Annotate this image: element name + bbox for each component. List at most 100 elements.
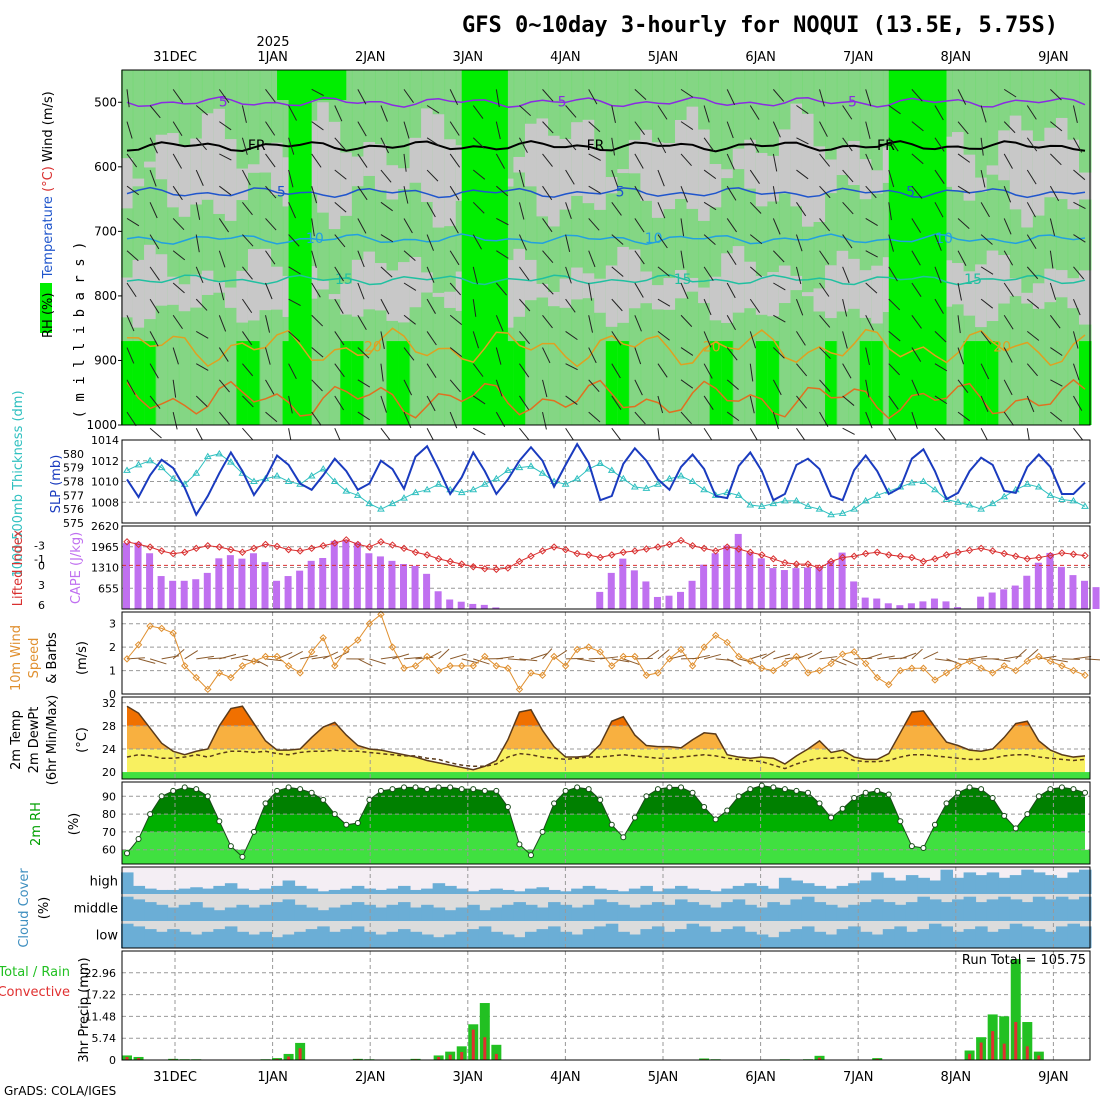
cape-bar: [977, 596, 985, 609]
thickness-point: [607, 466, 616, 473]
lifted-index-point: [977, 544, 985, 553]
rh-dry-patch: [571, 267, 584, 300]
cape-bar: [353, 542, 361, 609]
rh2m-point: [793, 787, 800, 794]
lifted-index-point: [296, 547, 304, 555]
cloud-cover-bar: [859, 880, 873, 894]
wind10-point: [157, 624, 166, 633]
wind10-tick-label: 2: [109, 641, 116, 654]
wind-barb: [680, 250, 685, 269]
wind-barb: [865, 379, 870, 398]
wind10-point: [458, 662, 466, 670]
rh-dry-patch: [501, 178, 515, 187]
precip-convective-bar: [125, 1056, 129, 1060]
bottom-date-label: 9JAN: [1038, 1070, 1069, 1085]
wind-barb: [1050, 347, 1063, 356]
cloud-cover-bar: [167, 889, 180, 894]
wind-barb: [980, 202, 990, 218]
wind-barb: [495, 121, 501, 140]
wind-barb: [288, 395, 293, 414]
rh2m-point: [654, 786, 661, 793]
wind-barb: [634, 379, 643, 396]
wind-barb: [380, 169, 392, 183]
wind-barb: [380, 363, 384, 382]
rh-dry-patch: [178, 145, 192, 217]
cloud-cover-bar: [398, 929, 411, 948]
wind-barb: [1003, 218, 1012, 235]
cloud-cover-bar: [1021, 902, 1034, 921]
wind10-point: [838, 650, 847, 658]
wind-barb: [496, 185, 509, 197]
rh2m-point: [816, 800, 823, 807]
temp2m-frame: [121, 696, 1091, 780]
lifted-index-point: [573, 549, 581, 558]
cloud-cover-bar: [1067, 899, 1080, 921]
wind-barb: [242, 298, 253, 314]
wind10-barb: [380, 655, 399, 660]
rh-mid-column: [559, 70, 573, 425]
wind-barb: [495, 347, 502, 365]
cloud-cover-bar: [1009, 923, 1023, 948]
thickness-point: [596, 459, 605, 467]
rh2m-point: [181, 784, 188, 791]
rh2m-point: [851, 795, 858, 802]
wind10-barb: [172, 649, 185, 660]
rh-dry-patch: [859, 270, 873, 318]
cloud-cover-bar: [721, 902, 734, 921]
wind-barb: [403, 153, 407, 172]
wind10-point: [608, 662, 616, 670]
temperature-contour: [126, 186, 1086, 199]
cape-bar: [123, 543, 130, 609]
lifted-index-point: [988, 547, 997, 555]
wind-barb: [265, 379, 275, 395]
lifted-index-point: [342, 536, 351, 544]
wind-barb: [888, 105, 901, 115]
thickness-point: [734, 491, 743, 498]
wind-barb: [218, 250, 226, 268]
cloud-cover-bar: [963, 896, 977, 921]
cloud-cover-bar: [871, 899, 884, 921]
rh2m-point: [424, 786, 431, 793]
wind-barb: [703, 105, 710, 123]
wind10-point: [954, 662, 962, 670]
wind-barb: [796, 331, 806, 346]
cloud-cover-bar: [351, 926, 365, 948]
cloud-cover-bar: [905, 875, 919, 894]
rh-high-column: [617, 341, 630, 425]
rh2m-point: [147, 811, 154, 818]
wind10-point: [284, 662, 293, 670]
cape-bar: [284, 576, 292, 609]
bottom-date-label: 31DEC: [153, 1070, 197, 1085]
wind-barb: [634, 315, 642, 332]
wind-barb: [611, 363, 621, 379]
rh-dry-patch: [663, 278, 677, 310]
precip-convective-bar: [437, 1056, 441, 1060]
wind10-barb: [703, 653, 721, 660]
cloud-cover-bar: [1055, 926, 1069, 948]
rh-dry-patch: [698, 129, 711, 221]
cloud-cover-bar: [144, 929, 157, 948]
thickness-point: [480, 480, 489, 487]
precip-convective-bar: [483, 1037, 487, 1060]
wind-barb: [449, 314, 463, 325]
top-date-label: 2JAN: [355, 50, 386, 65]
thickness-point: [838, 509, 847, 516]
wind-barb: [126, 250, 139, 262]
cape-bar: [619, 558, 627, 609]
wind-barb: [657, 105, 668, 120]
thickness-point: [504, 466, 512, 473]
lifted-index-point: [204, 542, 212, 550]
cloud-cover-bar: [155, 889, 169, 894]
wind-barb: [1073, 234, 1086, 243]
temperature-contour: [126, 274, 1086, 286]
cloud-cover-bar: [882, 929, 896, 948]
wind-barb: [219, 121, 232, 131]
wind-barb: [934, 169, 945, 184]
rh-dry-patch: [813, 288, 827, 312]
cape-bar: [896, 605, 904, 609]
lifted-index-point: [1069, 550, 1078, 558]
cloud-cover-bar: [975, 875, 988, 894]
rh-dry-patch: [432, 292, 446, 297]
thickness-point: [792, 496, 801, 504]
wind-barb: [934, 363, 948, 372]
